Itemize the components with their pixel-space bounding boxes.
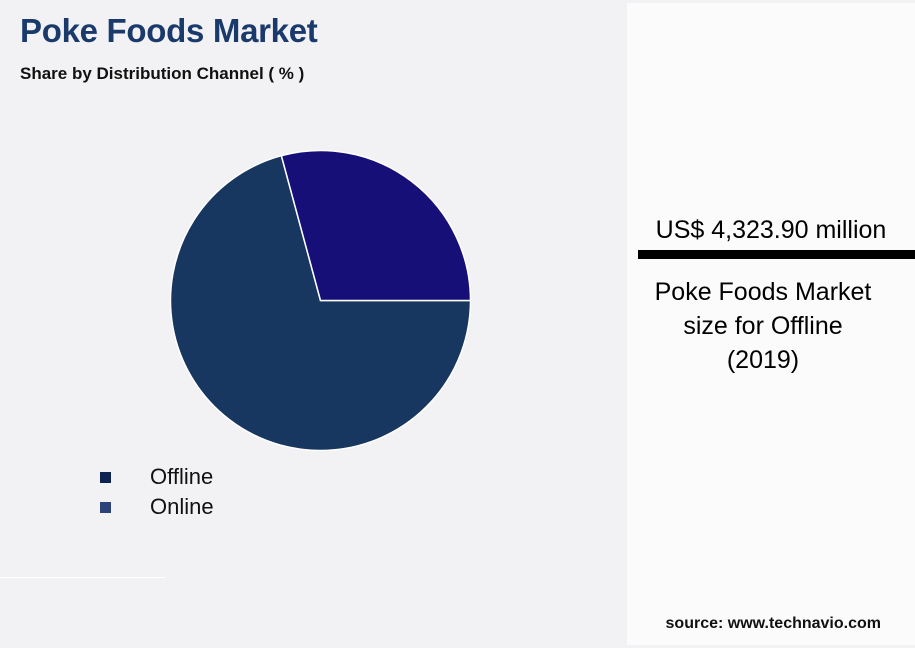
chart-title: Poke Foods Market bbox=[20, 12, 318, 49]
slice-offline bbox=[170, 154, 471, 451]
offline-swatch-icon bbox=[100, 471, 111, 483]
source-credit: source: www.technavio.com bbox=[665, 615, 881, 632]
slice-online bbox=[280, 150, 471, 302]
pie-chart bbox=[170, 150, 471, 451]
legend: Offline Online bbox=[100, 462, 214, 522]
caption-line-1: Poke Foods Market bbox=[654, 278, 872, 306]
chart-subtitle: Share by Distribution Channel ( % ) bbox=[20, 64, 305, 83]
callout-panel: US$ 4,323.90 million Poke Foods Market s… bbox=[627, 3, 915, 645]
callout-divider-bar bbox=[638, 250, 915, 259]
legend-label-online: Online bbox=[150, 494, 214, 519]
caption-line-2: size for Offline bbox=[683, 312, 843, 340]
legend-item-online: Online bbox=[100, 492, 214, 522]
market-size-caption: Poke Foods Market size for Offline (2019… bbox=[627, 275, 899, 377]
online-swatch-icon bbox=[100, 501, 111, 513]
legend-item-offline: Offline bbox=[100, 462, 214, 492]
market-size-value: US$ 4,323.90 million bbox=[655, 216, 887, 244]
legend-label-offline: Offline bbox=[150, 464, 214, 489]
caption-line-3: (2019) bbox=[726, 346, 800, 374]
divider-line bbox=[0, 577, 165, 578]
